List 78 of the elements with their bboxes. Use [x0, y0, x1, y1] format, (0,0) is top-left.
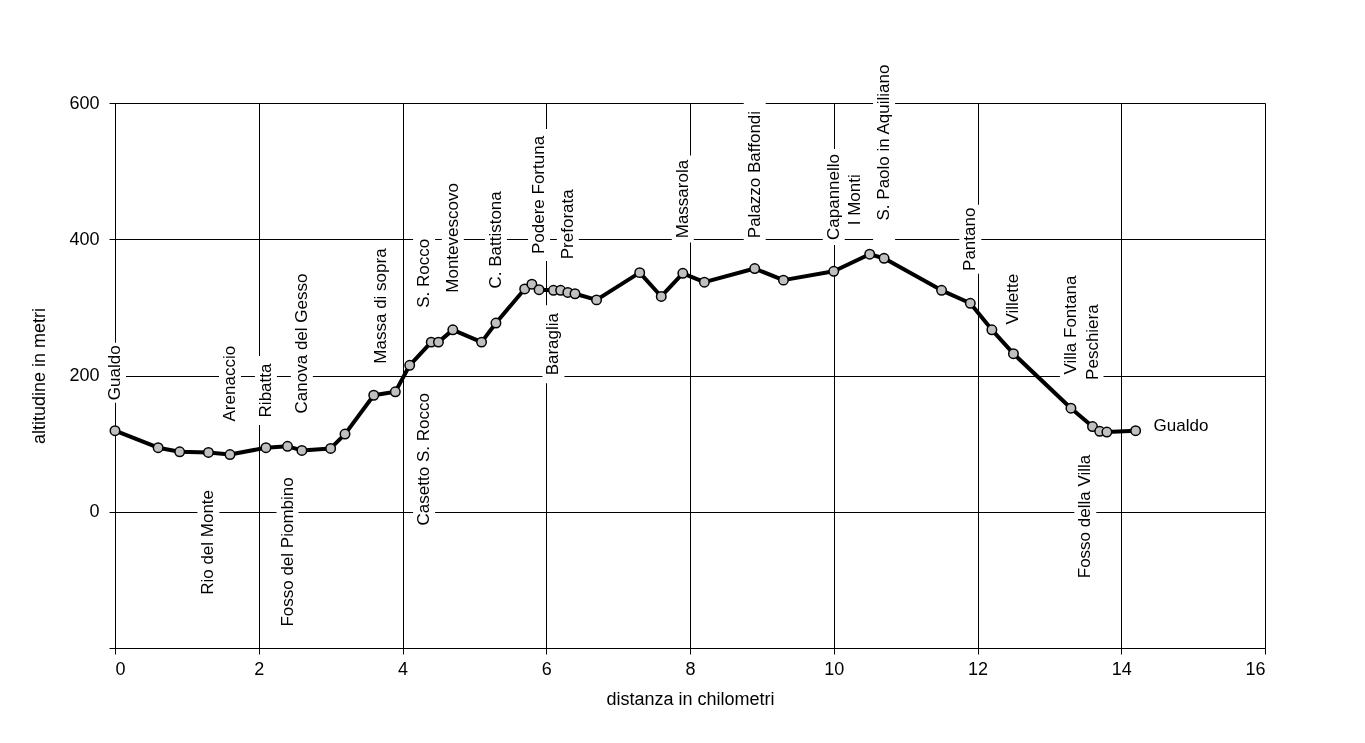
point: [1101, 426, 1113, 438]
y-axis-title: altitudine in metri: [29, 307, 50, 445]
x-tick-label: 14: [1111, 658, 1132, 679]
y-tick-label: 400: [69, 228, 100, 249]
point: [174, 446, 186, 458]
annotation: Capannello: [823, 154, 843, 241]
point: [777, 274, 789, 286]
x-tick-label: 6: [541, 658, 552, 679]
annotation: Villette: [1003, 273, 1023, 325]
annotation: Peschiera: [1082, 303, 1102, 380]
point: [936, 284, 948, 296]
point: [152, 442, 164, 454]
point: [109, 425, 121, 437]
point: [1130, 425, 1142, 437]
annotation: I Monti: [845, 174, 865, 226]
annotation: Preforata: [557, 188, 577, 260]
y-tick-label: 600: [69, 92, 100, 113]
annotation: Gualdo: [105, 345, 124, 401]
point: [569, 288, 581, 300]
x-tick-label: 10: [824, 658, 845, 679]
annotation: Villa Fontana: [1060, 275, 1080, 375]
point: [655, 290, 667, 302]
point: [828, 265, 840, 277]
point: [490, 317, 502, 329]
point: [864, 248, 876, 260]
y-tick-label: 200: [69, 365, 100, 385]
point: [202, 447, 214, 458]
point: [634, 267, 646, 279]
point: [325, 442, 337, 454]
point: [339, 428, 351, 440]
annotation: Fosso del Piombino: [277, 477, 297, 627]
annotation: Massarola: [672, 159, 692, 239]
point: [476, 336, 488, 348]
annotation: Montevescovo: [442, 183, 462, 293]
annotation: Pantano: [960, 207, 980, 271]
point: [677, 267, 689, 279]
x-tick-label: 16: [1245, 658, 1266, 679]
point: [878, 252, 890, 264]
annotation: Casetto S. Rocco: [414, 393, 434, 526]
annotation: Ribatta: [255, 363, 275, 418]
point: [698, 276, 710, 288]
point: [260, 442, 272, 454]
point: [404, 359, 416, 371]
point: [368, 389, 380, 401]
point: [964, 297, 976, 309]
point: [1007, 348, 1019, 360]
x-tick-label: 4: [397, 658, 409, 679]
y-tick-label: 0: [89, 501, 100, 522]
point: [986, 324, 998, 336]
x-axis-title: distanza in chilometri: [606, 688, 775, 709]
x-tick-label: 2: [254, 658, 265, 679]
x-tick-label: 12: [967, 658, 989, 679]
annotation: Podere Fortuna: [529, 135, 549, 255]
point: [282, 440, 293, 452]
x-tick-label: 0: [115, 658, 126, 679]
point: [224, 449, 236, 461]
annotation: S. Paolo in Aquiliano: [874, 64, 894, 221]
point: [533, 284, 545, 296]
x-tick-label: 8: [685, 658, 696, 679]
point: [1065, 402, 1077, 414]
annotation: Massa di sopra: [370, 247, 390, 364]
annotation: Baraglia: [543, 312, 563, 376]
point: [1087, 421, 1098, 433]
annotation: C. Battistona: [485, 190, 505, 289]
point: [296, 444, 308, 456]
annotation: Rio del Monte: [198, 489, 218, 595]
annotation: Palazzo Baffondi: [744, 110, 764, 239]
annotation: Canova del Gesso: [291, 273, 311, 414]
point: [526, 278, 538, 290]
annotation: Gualdo: [1153, 415, 1209, 435]
point: [591, 294, 603, 306]
annotation: S. Rocco: [414, 238, 434, 308]
annotation: Arenaccio: [220, 345, 239, 422]
point: [447, 324, 459, 336]
point: [432, 336, 444, 348]
point: [389, 386, 401, 398]
point: [749, 263, 761, 275]
annotation: Fosso della Villa: [1075, 454, 1095, 579]
